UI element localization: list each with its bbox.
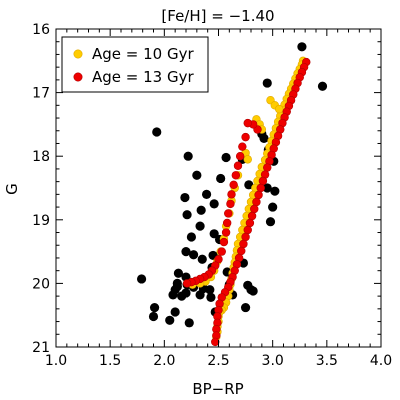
isochrone-point — [239, 239, 248, 249]
star-point — [165, 315, 175, 325]
isochrone-point — [219, 237, 229, 247]
legend-box — [61, 36, 209, 93]
star-point — [195, 221, 205, 231]
star-point — [184, 318, 194, 328]
series-age-13-gyr — [182, 57, 311, 347]
isochrone-point — [233, 161, 243, 170]
star-point — [177, 291, 187, 301]
star-point — [195, 290, 205, 300]
x-tick-label: 3.5 — [316, 353, 338, 369]
star-point — [148, 311, 159, 322]
star-point — [196, 205, 206, 215]
legend-marker — [73, 72, 83, 82]
isochrone-point — [263, 163, 272, 172]
legend-marker — [73, 49, 83, 59]
isochrone-point — [243, 118, 252, 128]
x-tick-label: 4.0 — [370, 353, 392, 369]
star-point — [205, 285, 215, 295]
legend-label: Age = 13 Gyr — [92, 68, 194, 86]
isochrone-point — [217, 247, 226, 256]
axes: 1.0 1.5 2.0 2.5 3.0 3.5 4.0 16 17 18 19 20 21 — [32, 22, 392, 369]
star-point — [259, 133, 269, 143]
star-point — [188, 250, 199, 260]
isochrone-series — [182, 56, 311, 347]
isochrone-point — [243, 155, 252, 164]
star-point — [216, 173, 226, 184]
star-point — [152, 127, 162, 137]
x-tick-label: 3.0 — [262, 353, 284, 369]
isochrone-point — [256, 183, 265, 193]
legend: Age = 10 Gyr Age = 13 Gyr — [61, 36, 209, 93]
star-point — [186, 232, 197, 242]
star-point — [168, 290, 178, 300]
y-tick-label: 21 — [32, 340, 50, 356]
star-point — [240, 302, 251, 313]
y-axis-label: G — [3, 183, 21, 195]
x-tick-label: 2.5 — [207, 353, 229, 369]
isochrone-point — [274, 104, 284, 114]
x-axis-label: BP−RP — [192, 380, 243, 398]
isochrone-point — [237, 246, 246, 256]
star-point — [183, 151, 193, 161]
isochrone-point — [211, 337, 220, 347]
star-point — [173, 268, 184, 278]
star-point — [182, 210, 192, 220]
isochrone-point — [258, 176, 268, 186]
isochrone-point — [245, 218, 255, 228]
chart-title: [Fe/H] = −1.40 — [161, 7, 274, 25]
x-tick-label: 1.0 — [45, 353, 67, 369]
isochrone-point — [221, 228, 231, 237]
star-point — [170, 307, 180, 317]
star-point — [297, 42, 307, 52]
star-point — [265, 217, 276, 227]
star-point — [180, 192, 190, 203]
star-point — [317, 81, 328, 91]
isochrone-point — [222, 218, 232, 228]
y-tick-label: 19 — [32, 213, 50, 229]
isochrone-point — [182, 279, 192, 288]
isochrone-point — [243, 225, 252, 235]
star-point — [262, 78, 272, 88]
isochrone-point — [231, 171, 241, 180]
isochrone-point — [254, 190, 263, 200]
isochrone-point — [238, 142, 247, 151]
star-point — [206, 292, 216, 302]
star-point — [270, 186, 280, 196]
star-point — [136, 274, 147, 284]
isochrone-point — [252, 197, 261, 207]
star-point — [262, 183, 272, 193]
isochrone-point — [224, 209, 233, 218]
star-point — [181, 247, 191, 257]
isochrone-point — [241, 132, 250, 142]
star-point — [248, 286, 258, 296]
star-point — [221, 152, 231, 163]
isochrone-point — [226, 199, 235, 209]
y-tick-label: 16 — [32, 22, 50, 38]
y-tick-label: 17 — [32, 86, 50, 102]
isochrone-point — [235, 152, 245, 161]
x-tick-label: 1.5 — [99, 353, 121, 369]
star-point — [201, 189, 212, 199]
star-point — [149, 302, 160, 313]
star-point — [192, 170, 202, 180]
x-tick-label: 2.0 — [153, 353, 175, 369]
isochrone-point — [227, 190, 236, 199]
y-tick-label: 18 — [32, 149, 50, 165]
star-point — [209, 229, 219, 239]
y-tick-label: 20 — [32, 276, 50, 292]
star-point — [244, 180, 254, 190]
legend-label: Age = 10 Gyr — [92, 45, 194, 63]
isochrone-point — [241, 232, 250, 242]
isochrone-point — [250, 204, 259, 214]
star-point — [268, 202, 278, 212]
star-point — [209, 199, 219, 209]
isochrone-point — [229, 180, 238, 190]
star-point — [197, 254, 207, 264]
isochrone-point — [247, 211, 257, 221]
